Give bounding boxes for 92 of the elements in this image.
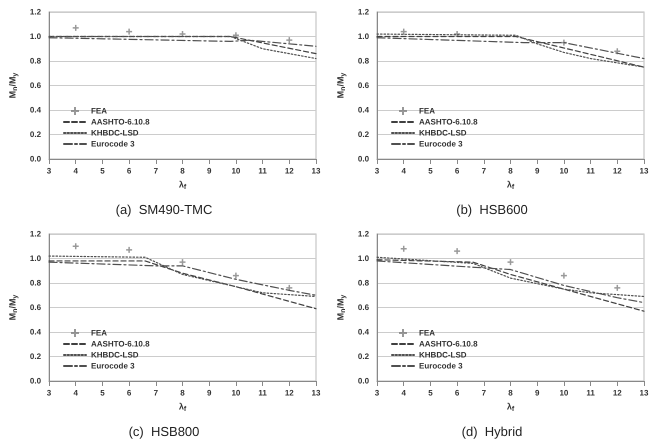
y-tick-label: 0.8 (358, 278, 370, 287)
legend-label: KHBDC-LSD (91, 350, 139, 359)
x-tick-label: 5 (428, 388, 434, 397)
y-tick-label: 0.0 (30, 376, 42, 385)
y-tick-label: 1.2 (358, 229, 370, 238)
y-tick-label: 1.0 (30, 32, 42, 41)
y-tick-label: 1.0 (358, 254, 370, 262)
legend-label: AASHTO-6.10.8 (91, 118, 150, 126)
legend-label: FEA (419, 106, 436, 116)
y-tick-label: 0.2 (358, 352, 370, 360)
y-tick-label: 0.2 (30, 130, 42, 139)
x-tick-label: 7 (482, 388, 487, 397)
x-tick-label: 4 (401, 388, 406, 397)
x-tick-label: 13 (312, 166, 321, 176)
y-tick-label: 0.0 (358, 154, 370, 164)
x-tick-label: 10 (231, 166, 241, 176)
legend-label: Eurocode 3 (419, 140, 464, 148)
legend-label: FEA (91, 328, 108, 337)
y-tick-label: 0.0 (30, 154, 42, 164)
x-tick-label: 11 (586, 166, 596, 176)
legend-label: KHBDC-LSD (419, 128, 467, 138)
y-tick-label: 0.4 (30, 106, 42, 114)
x-tick-label: 8 (508, 388, 514, 397)
y-tick-label: 0.6 (30, 81, 42, 90)
x-tick-label: 7 (154, 166, 159, 176)
legend-label: KHBDC-LSD (91, 128, 139, 138)
y-tick-label: 0.8 (30, 278, 42, 287)
x-tick-label: 13 (640, 166, 649, 176)
x-tick-label: 4 (73, 388, 78, 397)
y-tick-label: 0.2 (358, 130, 370, 139)
text: (d) Hybrid (462, 424, 522, 438)
y-tick-label: 0.4 (358, 327, 370, 336)
x-tick-label: 6 (454, 388, 460, 397)
y-tick-label: 0.0 (358, 376, 370, 385)
legend-label: Eurocode 3 (91, 140, 136, 148)
y-tick-label: 0.2 (30, 352, 42, 360)
x-tick-label: 6 (454, 166, 460, 176)
y-tick-label: 0.4 (30, 327, 42, 336)
text: (b) HSB600 (456, 202, 528, 217)
y-tick-label: 1.2 (30, 8, 42, 16)
y-tick-label: 0.8 (30, 56, 42, 66)
x-tick-label: 11 (586, 388, 596, 397)
x-tick-label: 3 (374, 166, 380, 176)
legend-label: KHBDC-LSD (419, 350, 467, 359)
legend-label: AASHTO-6.10.8 (91, 339, 150, 348)
y-tick-label: 0.6 (358, 302, 370, 312)
x-tick-label: 9 (206, 388, 212, 397)
x-tick-label: 11 (258, 388, 268, 397)
y-tick-label: 1.0 (358, 32, 370, 41)
x-tick-label: 8 (180, 388, 186, 397)
x-tick-label: 13 (312, 388, 321, 397)
x-tick-label: 3 (374, 388, 380, 397)
x-tick-label: 8 (508, 166, 514, 176)
x-tick-label: 8 (180, 166, 186, 176)
x-tick-label: 9 (534, 166, 540, 176)
legend-label: Eurocode 3 (419, 361, 464, 370)
x-tick-label: 12 (284, 388, 294, 397)
x-tick-label: 6 (126, 166, 132, 176)
x-tick-label: 12 (284, 166, 294, 176)
y-tick-label: 0.4 (358, 106, 370, 114)
x-tick-label: 12 (612, 388, 622, 397)
legend-label: FEA (91, 106, 108, 116)
x-tick-label: 3 (46, 166, 52, 176)
x-tick-label: 6 (126, 388, 132, 397)
y-tick-label: 0.6 (358, 81, 370, 90)
x-tick-label: 7 (482, 166, 487, 176)
x-tick-label: 4 (73, 166, 78, 176)
x-tick-label: 10 (559, 388, 569, 397)
x-tick-label: 5 (100, 166, 106, 176)
x-tick-label: 10 (231, 388, 241, 397)
x-tick-label: 7 (154, 388, 159, 397)
x-tick-label: 9 (534, 388, 540, 397)
x-tick-label: 9 (206, 166, 212, 176)
legend-label: FEA (419, 328, 436, 337)
legend-label: Eurocode 3 (91, 361, 136, 370)
x-tick-label: 5 (428, 166, 434, 176)
x-tick-label: 10 (559, 166, 569, 176)
x-tick-label: 13 (640, 388, 649, 397)
x-tick-label: 12 (612, 166, 622, 176)
text: (c) HSB800 (128, 424, 200, 438)
x-tick-label: 11 (258, 166, 268, 176)
text: (a) SM490-TMC (116, 202, 212, 217)
x-tick-label: 3 (46, 388, 52, 397)
y-tick-label: 1.2 (358, 8, 370, 16)
y-tick-label: 0.8 (358, 56, 370, 66)
x-tick-label: 4 (401, 166, 406, 176)
y-tick-label: 0.6 (30, 302, 42, 312)
legend-label: AASHTO-6.10.8 (419, 118, 478, 126)
y-tick-label: 1.2 (30, 229, 42, 238)
legend-label: AASHTO-6.10.8 (419, 339, 478, 348)
y-tick-label: 1.0 (30, 254, 42, 262)
x-tick-label: 5 (100, 388, 106, 397)
